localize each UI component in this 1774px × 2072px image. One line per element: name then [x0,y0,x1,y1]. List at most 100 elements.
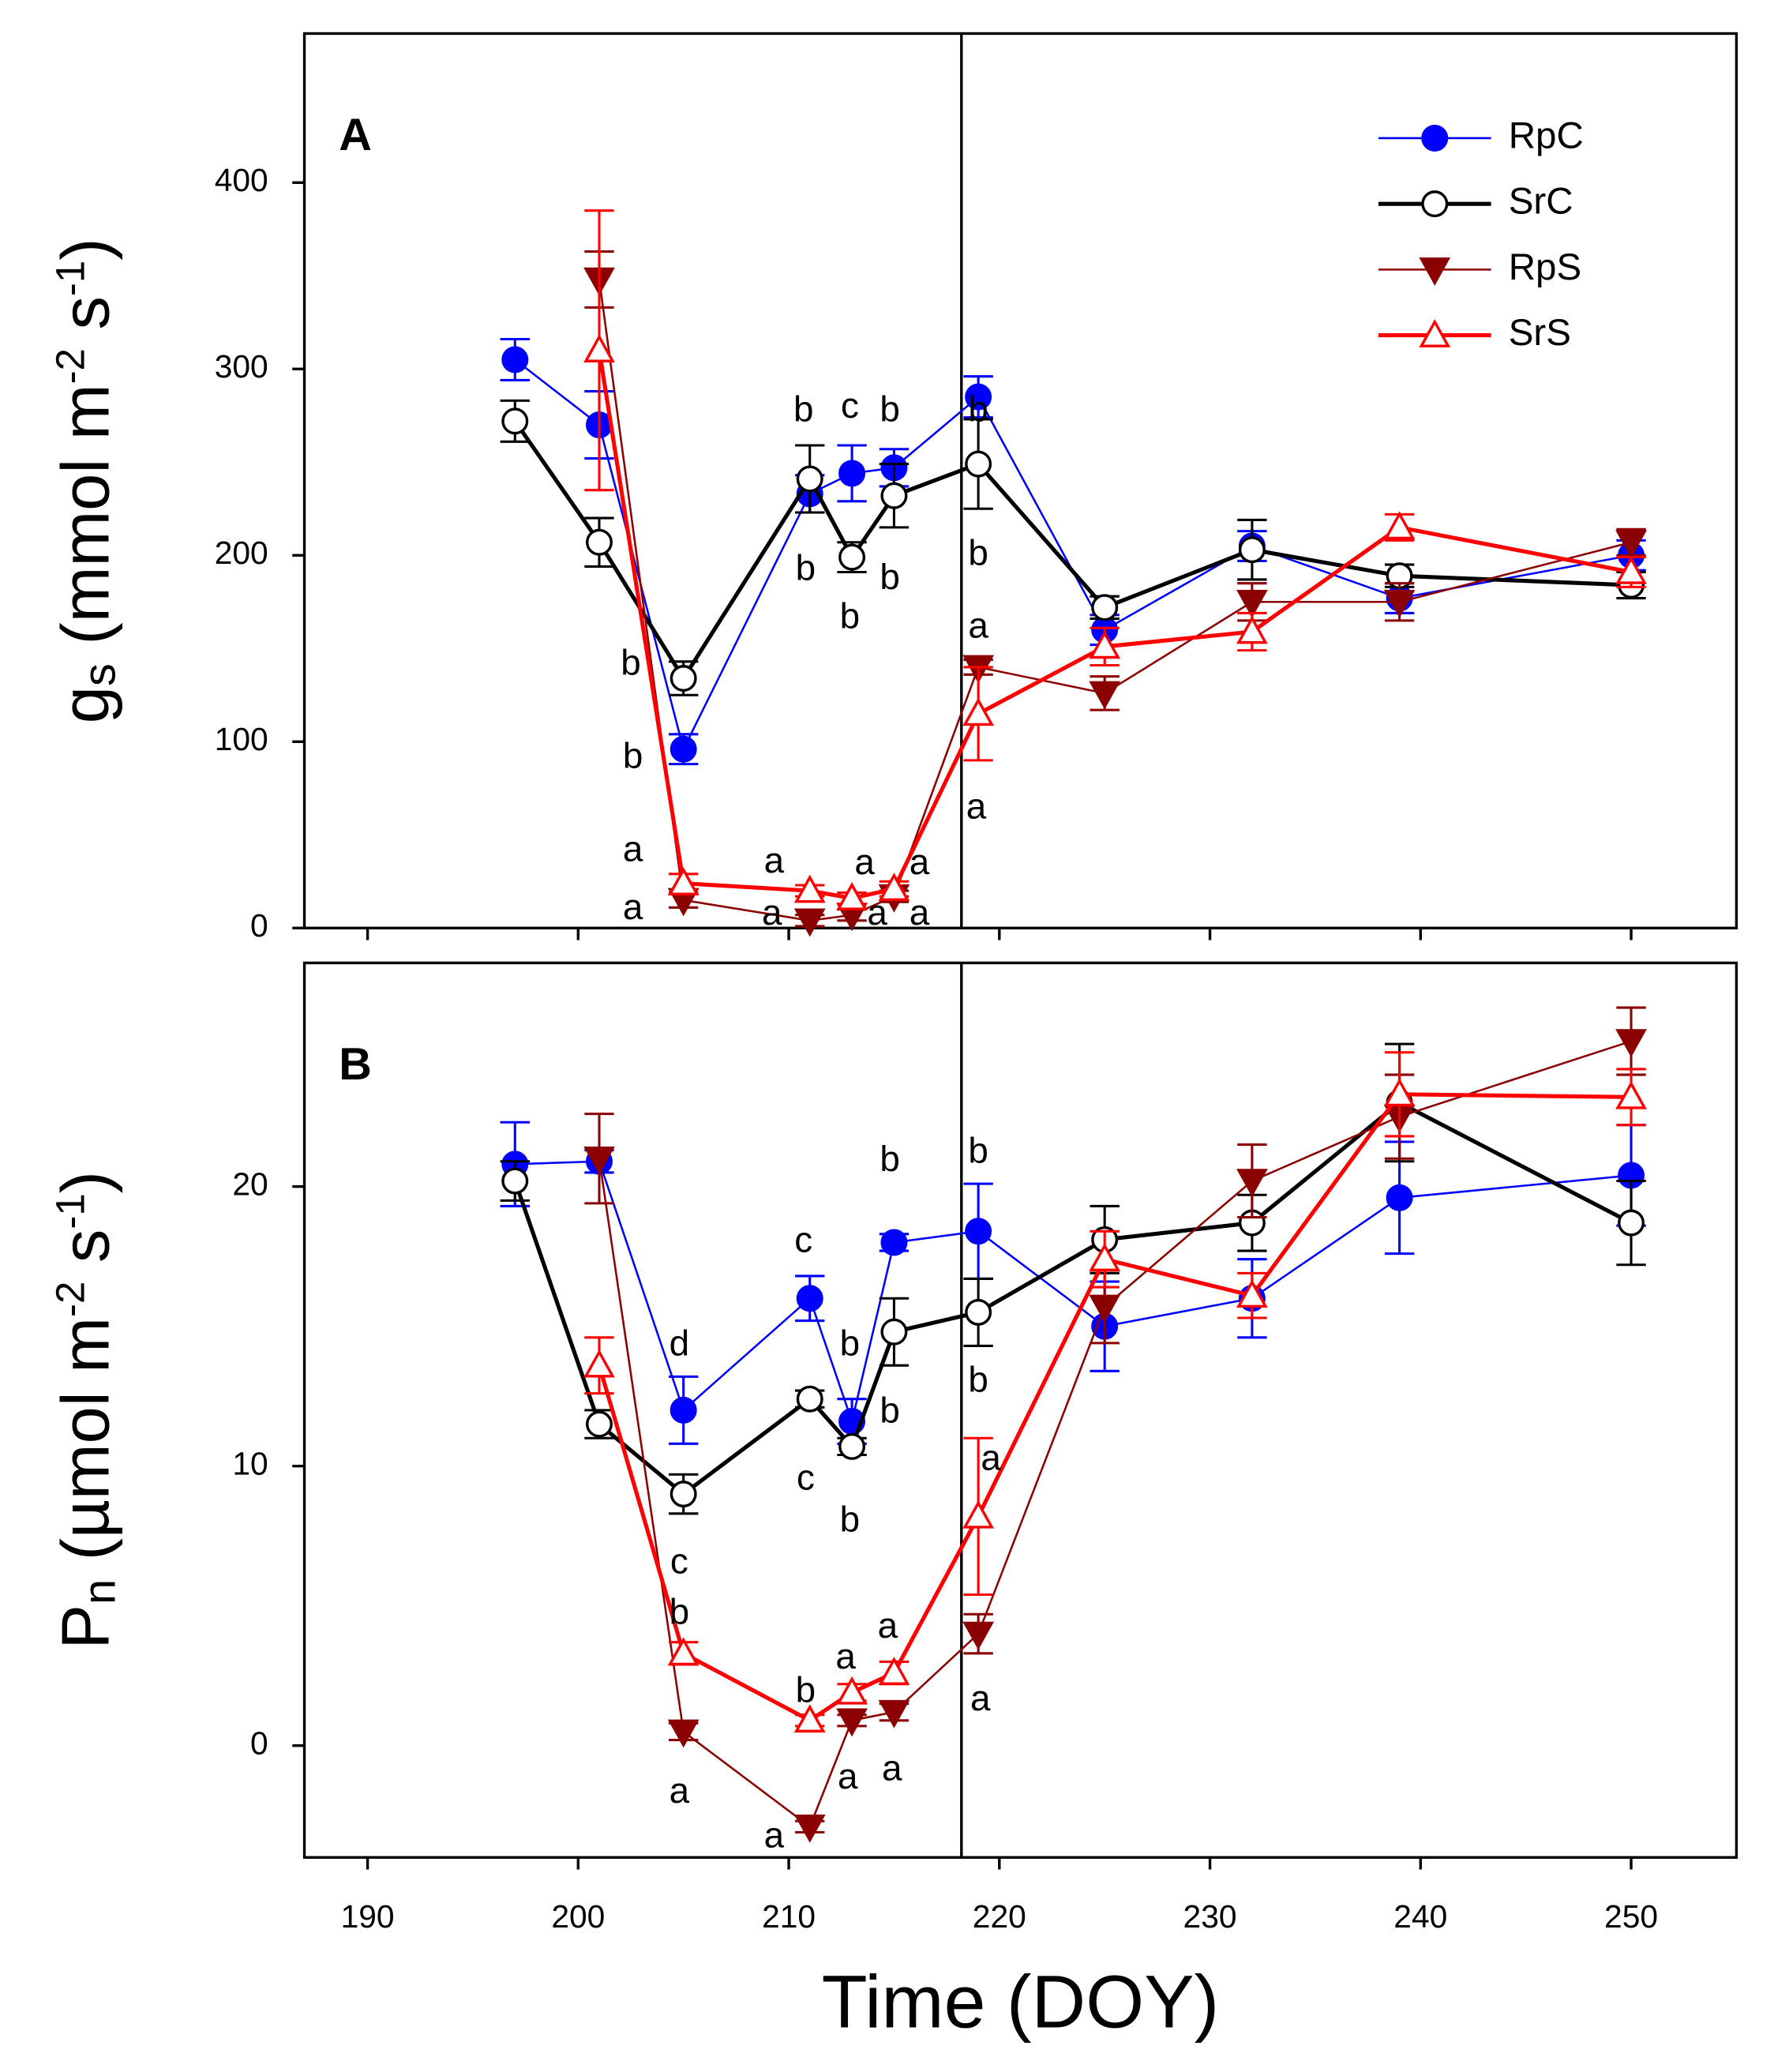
y-tick-label: 0 [250,1725,268,1761]
series-line [597,350,1632,901]
data-point [586,1410,613,1438]
x-tick-label: 220 [973,1898,1026,1935]
plot-frame [302,32,1738,929]
annotation: a [966,785,987,826]
data-point [796,1385,823,1413]
data-point [1386,1184,1413,1211]
data-point [1615,530,1647,559]
annotation: a [867,891,887,933]
series [500,1120,1646,1445]
data-point [667,1637,699,1666]
data-point [583,1349,615,1378]
annotation: a [835,1635,856,1676]
y-axis-label: Pn (µmol m-2 s-1) [47,1171,125,1650]
series-line [513,419,1632,682]
y-axis-label-part: ) [48,238,123,260]
y-tick-label: 300 [215,348,268,385]
data-point [1383,511,1416,540]
annotation: b [840,1499,860,1540]
x-tick-label: 210 [762,1898,816,1935]
data-point [836,882,868,910]
y-axis-label-part: g [48,686,123,723]
legend-entry: SrS [1378,312,1571,354]
annotation: a [669,1770,690,1811]
data-point [836,1676,868,1705]
data-point [501,1167,529,1195]
data-point [965,1298,992,1326]
y-axis-label-part: s [48,1229,123,1282]
x-tick-label: 250 [1604,1898,1658,1935]
data-point [667,867,699,895]
annotation: c [841,385,859,426]
data-point [796,465,823,493]
data-point [838,460,866,487]
y-axis-label-part: s [74,663,125,686]
data-point [838,1432,866,1460]
y-axis-label: gs (mmol m-2 s-1) [47,238,125,723]
annotation: b [793,388,814,430]
data-point [669,665,697,693]
series [583,1006,1647,1843]
data-point [1615,1029,1647,1058]
annotation: a [854,841,875,882]
y-axis-label-part: s [48,296,123,348]
y-axis-label-part: P [48,1605,123,1650]
data-point [1236,589,1268,618]
data-point [667,1719,699,1748]
data-point [1089,681,1121,710]
annotation: b [968,531,988,572]
data-point [880,1318,908,1346]
legend-entry: SrC [1378,181,1573,223]
annotation: a [968,604,988,645]
annotation: b [623,735,643,776]
data-point [838,543,866,571]
annotation: a [623,828,643,869]
annotation: b [968,388,988,430]
y-tick-label: 100 [215,721,268,757]
y-axis-label-part: (µmol m [48,1317,123,1579]
data-point [1236,615,1268,644]
data-point [583,334,615,362]
series [500,399,1646,696]
data-point [793,1704,826,1733]
data-point [583,1146,615,1175]
data-point [1089,1243,1121,1271]
annotation: a [981,1437,1001,1478]
annotation: a [838,1755,858,1796]
annotation: a [970,1677,991,1718]
data-point [669,1481,697,1508]
data-point [1615,556,1647,584]
data-point [1383,1078,1416,1107]
series [583,209,1647,910]
y-tick-label: 0 [250,907,268,944]
series [583,250,1647,937]
annotation: b [796,1669,816,1710]
data-point [878,1657,910,1685]
legend-label: SrC [1509,181,1573,223]
data-point [501,346,529,373]
x-axis-label: Time (DOY) [822,1961,1220,2044]
data-point [586,528,613,556]
annotation: c [670,1541,688,1582]
data-point [878,1699,910,1729]
legend-entry: RpC [1378,114,1584,156]
plot-frame [302,961,1738,1859]
series-line [597,1092,1632,1723]
data-point [1089,630,1121,659]
annotation: b [840,595,860,636]
y-axis-label-part: ) [48,1171,123,1193]
annotation: c [794,1219,812,1260]
annotation: b [621,642,640,683]
data-point [501,407,529,435]
series-line [598,1040,1632,1829]
y-axis-label-part: n [74,1579,125,1605]
panel-label: A [339,110,372,160]
data-point [880,482,908,509]
data-point [669,1396,697,1424]
data-point [1236,1169,1268,1198]
data-point [1238,536,1266,564]
y-tick-label: 10 [232,1445,268,1481]
annotation: b [968,1359,988,1400]
data-point [962,1500,995,1529]
